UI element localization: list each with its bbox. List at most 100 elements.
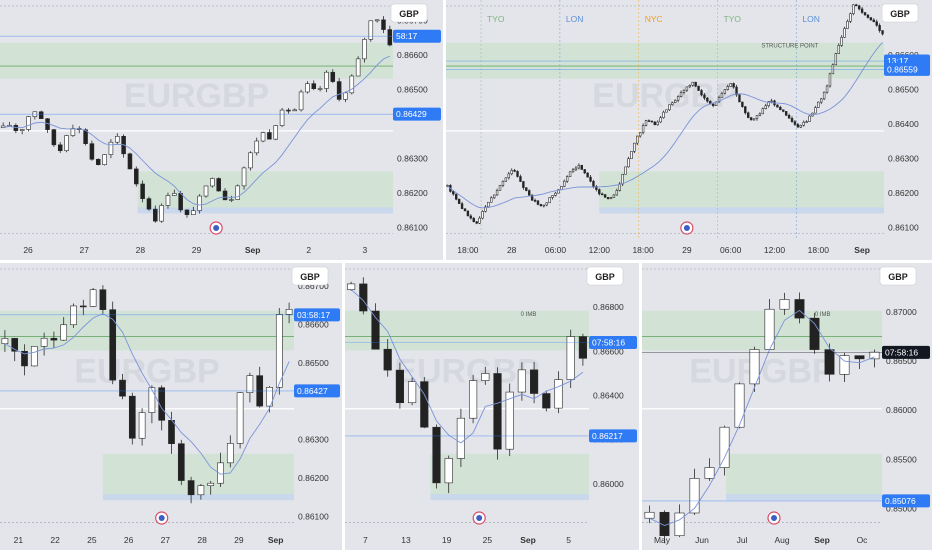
- price-badge-label: 0.86427: [297, 386, 328, 396]
- price-badge: [393, 107, 441, 121]
- candle-body: [481, 373, 490, 381]
- time-tick-label: Jul: [737, 535, 748, 545]
- price-tick-label: 0.86300: [888, 154, 919, 164]
- chart-panel-p2[interactable]: EURGBP0.866000.865000.864000.863000.8620…: [446, 0, 932, 260]
- chart-svg[interactable]: EURGBP0.868000.866000.864000.862000.8600…: [345, 263, 639, 550]
- candle-body: [630, 151, 633, 160]
- candle-body: [460, 203, 464, 209]
- candle-body: [446, 184, 449, 187]
- candle-body: [592, 180, 595, 187]
- candle-body: [517, 369, 526, 393]
- candle-body: [719, 426, 730, 468]
- candle-body: [484, 206, 487, 212]
- candle-body: [802, 121, 805, 126]
- candle-body: [456, 417, 465, 459]
- candle-body: [881, 30, 884, 35]
- candle-body: [869, 17, 873, 21]
- chart-svg[interactable]: EURGBP0.866000.865000.864000.863000.8620…: [446, 0, 932, 260]
- candle-body: [216, 178, 221, 192]
- candle-body: [241, 167, 247, 187]
- chart-svg[interactable]: EURGBP0.867000.866000.865000.863000.8620…: [0, 0, 443, 260]
- candle-body: [723, 89, 727, 94]
- vertical-divider-bottom-left[interactable]: [342, 263, 345, 550]
- fvg-zone: [137, 207, 393, 214]
- symbol-watermark: EURGBP: [592, 77, 737, 115]
- price-axis[interactable]: [294, 263, 342, 550]
- candle-body: [207, 482, 215, 486]
- price-tick-label: 0.86400: [888, 119, 919, 129]
- price-tick-label: 0.86500: [298, 358, 329, 368]
- time-tick-label: 5: [566, 535, 571, 545]
- candle-body: [676, 96, 680, 101]
- price-badge-label: 07:58:16: [885, 347, 918, 357]
- price-axis[interactable]: [393, 0, 443, 260]
- candle-body: [108, 141, 114, 155]
- candle-body: [685, 86, 689, 91]
- price-tick-label: 0.86300: [298, 435, 329, 445]
- time-tick-label: Sep: [245, 245, 261, 255]
- price-axis[interactable]: [589, 263, 639, 550]
- candle-body: [184, 209, 190, 215]
- candle-body: [542, 393, 551, 409]
- candle-body: [866, 14, 870, 18]
- currency-button[interactable]: [390, 3, 428, 23]
- candle-body: [580, 164, 583, 170]
- candle-body: [875, 21, 878, 26]
- candle-body: [38, 111, 44, 119]
- candles-group: [1, 285, 293, 504]
- candle-body: [475, 221, 478, 224]
- candle-body: [229, 199, 234, 201]
- candle-body: [679, 92, 683, 97]
- chart-svg[interactable]: EURGBP0.867000.866000.865000.863000.8620…: [0, 263, 342, 550]
- candle-body: [846, 20, 849, 29]
- currency-button[interactable]: [881, 3, 919, 23]
- candle-body: [586, 172, 589, 178]
- candle-body: [653, 121, 656, 126]
- chart-panel-p3[interactable]: EURGBP 0.86700 0.86600 0.86500 0.86300 0.8620…: [0, 263, 342, 550]
- candles-group: [446, 3, 884, 225]
- vertical-divider-top[interactable]: [443, 0, 446, 260]
- candle-body: [566, 336, 575, 380]
- candle-body: [267, 132, 272, 140]
- candle-body: [19, 129, 25, 131]
- candle-body: [805, 121, 808, 123]
- candle-body: [516, 171, 519, 177]
- price-tick-label: 0.86700: [298, 281, 329, 291]
- time-tick-label: 2: [306, 245, 311, 255]
- candle-body: [665, 109, 668, 113]
- chart-svg[interactable]: EURGBP 0.87000 0.86500 0.86000 0.85500 0.8500…: [642, 263, 932, 550]
- candle-body: [717, 97, 721, 103]
- price-tick-label: 0.86000: [886, 405, 917, 415]
- candle-body: [809, 317, 820, 350]
- candle-body: [168, 420, 175, 444]
- candle-body: [749, 117, 753, 121]
- time-tick-label: 29: [682, 245, 692, 255]
- chart-panel-p4[interactable]: EURGBP0.868000.866000.864000.862000.8600…: [345, 263, 639, 550]
- chart-panel-p1[interactable]: EURGBP0.867000.866000.865000.863000.8620…: [0, 0, 443, 260]
- candle-body: [146, 198, 152, 210]
- candle-body: [674, 99, 677, 103]
- price-badge: [589, 336, 637, 349]
- horizontal-divider[interactable]: [0, 260, 932, 263]
- candle-body: [741, 101, 744, 107]
- price-axis[interactable]: [884, 0, 932, 260]
- chart-panel-p5[interactable]: EURGBP 0.87000 0.86500 0.86000 0.85500 0.8500…: [642, 263, 932, 550]
- candle-body: [782, 109, 785, 112]
- candle-body: [551, 195, 554, 198]
- candle-body: [837, 45, 840, 54]
- candle-body: [621, 174, 624, 185]
- currency-button[interactable]: [879, 266, 917, 286]
- currency-button[interactable]: [291, 266, 329, 286]
- candle-body: [298, 91, 304, 111]
- candle-body: [776, 104, 779, 108]
- time-tick-label: 13: [401, 535, 411, 545]
- vertical-divider-bottom-right[interactable]: [639, 263, 642, 550]
- candle-body: [554, 192, 557, 196]
- candle-body: [825, 85, 829, 93]
- candle-body: [706, 97, 709, 102]
- currency-button[interactable]: [586, 266, 624, 286]
- candle-body: [700, 90, 703, 96]
- candle-body: [172, 193, 177, 196]
- candle-body: [638, 132, 642, 137]
- candle-body: [729, 83, 732, 87]
